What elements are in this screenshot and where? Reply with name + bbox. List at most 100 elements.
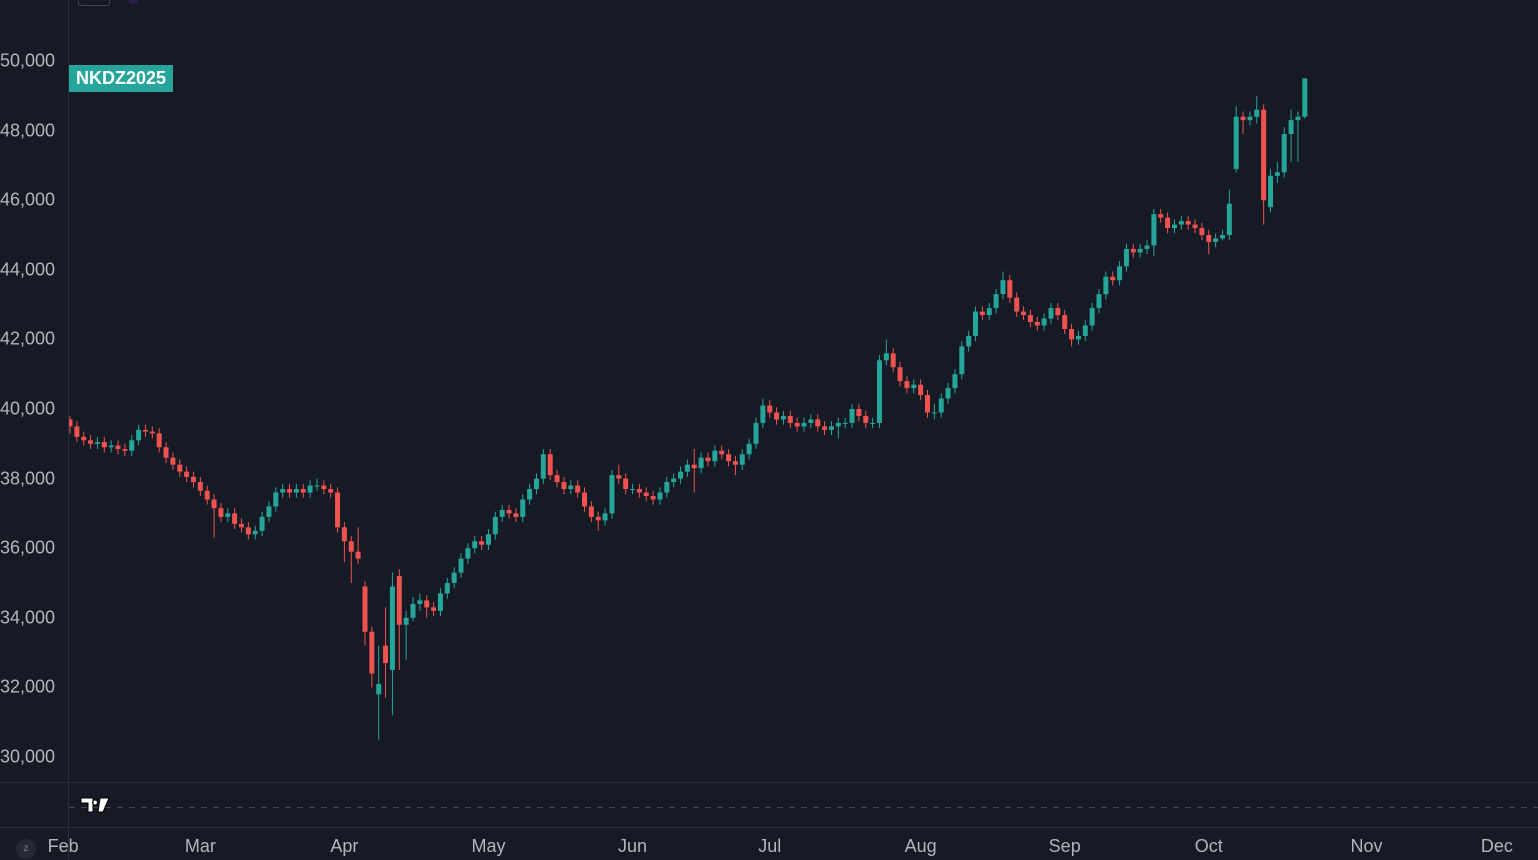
candle-body xyxy=(465,548,471,559)
candle xyxy=(540,449,546,484)
candle-body xyxy=(890,353,896,368)
candle-body xyxy=(739,454,745,465)
candle-body xyxy=(726,454,732,462)
candle-body xyxy=(81,436,87,441)
candle-body xyxy=(1261,109,1267,201)
candle xyxy=(307,480,313,498)
candle xyxy=(1233,106,1239,173)
candle xyxy=(252,525,258,540)
price-axis-label: 48,000 xyxy=(0,120,55,141)
indicator-dot[interactable] xyxy=(127,0,139,4)
candle xyxy=(396,569,402,670)
candle xyxy=(273,487,279,512)
candle-body xyxy=(108,445,114,448)
candle xyxy=(547,449,553,481)
candle xyxy=(69,415,73,434)
candle xyxy=(355,527,361,564)
candle-body xyxy=(691,464,697,469)
time-axis-label: Sep xyxy=(1048,836,1081,856)
candle-body xyxy=(444,583,450,594)
candle xyxy=(575,480,581,498)
candle xyxy=(369,626,375,688)
candle-body xyxy=(1014,297,1020,312)
candle xyxy=(465,542,471,564)
candle xyxy=(602,508,608,526)
candle-body xyxy=(993,294,999,309)
candle-body xyxy=(355,551,361,559)
candle xyxy=(918,379,924,401)
candle-body xyxy=(383,645,389,664)
time-axis-label: Feb xyxy=(47,836,79,856)
candle-body xyxy=(643,492,649,496)
candle-body xyxy=(437,593,443,611)
candle xyxy=(1075,330,1081,345)
time-axis-label: Jul xyxy=(758,836,782,856)
candle-body xyxy=(973,311,979,336)
candle-body xyxy=(273,492,279,507)
candle xyxy=(136,424,142,446)
candle xyxy=(993,288,999,314)
candle-body xyxy=(307,485,313,493)
time-axis-label: Nov xyxy=(1350,836,1383,856)
candle xyxy=(1213,233,1219,248)
candle-body xyxy=(664,482,670,493)
candle-body xyxy=(458,558,464,573)
candle xyxy=(1089,302,1095,331)
candle xyxy=(582,487,587,512)
candle xyxy=(1123,243,1129,272)
candle-body xyxy=(540,454,546,479)
candle-body xyxy=(122,449,128,451)
candle-body xyxy=(876,360,882,423)
timezone-z-button[interactable]: z xyxy=(16,839,36,859)
candle xyxy=(616,464,622,484)
candle-body xyxy=(842,422,848,424)
candle-body xyxy=(595,516,601,521)
candle xyxy=(1069,323,1075,347)
candle-body xyxy=(952,374,958,389)
candle-body xyxy=(348,541,354,552)
candle-body xyxy=(712,450,718,462)
candle xyxy=(643,487,649,502)
candle xyxy=(232,508,238,530)
candle-body xyxy=(513,513,519,517)
candle-body xyxy=(623,478,629,490)
candle-body xyxy=(705,457,711,462)
toolbar-button[interactable] xyxy=(78,0,110,6)
tradingview-logo[interactable] xyxy=(80,796,112,819)
price-axis-label: 32,000 xyxy=(0,676,55,697)
candle xyxy=(1178,215,1184,230)
candle-body xyxy=(1082,325,1088,336)
candle-body xyxy=(218,508,224,517)
candle xyxy=(170,452,176,470)
candle-body xyxy=(774,412,780,420)
candle xyxy=(88,435,94,450)
candle-body xyxy=(835,422,841,427)
candle-body xyxy=(266,506,272,517)
candle xyxy=(1082,320,1088,342)
candle-body xyxy=(1096,294,1102,309)
candle-body xyxy=(417,600,423,604)
candle-body xyxy=(582,492,587,507)
candle-body xyxy=(986,308,992,316)
candle-body xyxy=(520,499,526,517)
candle xyxy=(815,414,821,432)
candle xyxy=(890,348,896,373)
candle-body xyxy=(1213,238,1219,242)
candle xyxy=(1000,271,1006,300)
candle xyxy=(678,466,684,484)
candle xyxy=(520,494,526,523)
candle xyxy=(568,480,574,495)
candle xyxy=(938,393,944,418)
candle xyxy=(81,431,87,446)
time-axis-label: Jun xyxy=(618,836,648,856)
candle xyxy=(190,471,196,488)
candle-body xyxy=(904,381,910,389)
candle xyxy=(973,306,979,342)
candle xyxy=(952,368,958,394)
price-axis-label: 38,000 xyxy=(0,468,55,489)
candle xyxy=(911,379,917,394)
candle xyxy=(341,522,347,563)
candle-body xyxy=(232,513,238,524)
candle xyxy=(417,593,423,611)
